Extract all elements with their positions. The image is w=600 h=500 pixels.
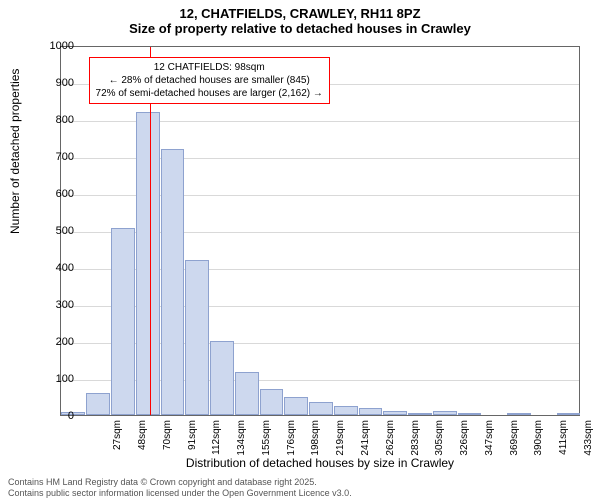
y-tick-label: 900: [42, 77, 74, 89]
y-tick-label: 600: [42, 188, 74, 200]
histogram-bar: [185, 260, 209, 415]
y-tick-label: 1000: [42, 40, 74, 52]
footer-attribution: Contains HM Land Registry data © Crown c…: [8, 477, 352, 498]
x-axis-label: Distribution of detached houses by size …: [60, 456, 580, 470]
histogram-bar: [309, 402, 333, 415]
histogram-bar: [284, 397, 308, 415]
y-tick-label: 700: [42, 151, 74, 163]
histogram-bar: [458, 413, 482, 415]
histogram-bar: [507, 413, 531, 415]
page-title: 12, CHATFIELDS, CRAWLEY, RH11 8PZ: [0, 0, 600, 21]
footer-line1: Contains HM Land Registry data © Crown c…: [8, 477, 352, 487]
histogram-bar: [161, 149, 185, 415]
histogram-bar: [433, 411, 457, 415]
y-tick-label: 100: [42, 373, 74, 385]
y-axis-label: Number of detached properties: [8, 69, 22, 234]
annotation-line: 72% of semi-detached houses are larger (…: [96, 87, 323, 100]
histogram-bar: [111, 228, 135, 415]
histogram-bar: [334, 406, 358, 415]
annotation-line: 12 CHATFIELDS: 98sqm: [96, 61, 323, 74]
footer-line2: Contains public sector information licen…: [8, 488, 352, 498]
histogram-bar: [383, 411, 407, 415]
histogram-bar: [86, 393, 110, 415]
y-tick-label: 0: [42, 410, 74, 422]
chart-container: 12, CHATFIELDS, CRAWLEY, RH11 8PZ Size o…: [0, 0, 600, 500]
y-tick-label: 800: [42, 114, 74, 126]
y-tick-label: 400: [42, 262, 74, 274]
histogram-bar: [210, 341, 234, 415]
histogram-bar: [235, 372, 259, 415]
y-tick-label: 500: [42, 225, 74, 237]
histogram-bar: [260, 389, 284, 415]
histogram-bar: [359, 408, 383, 415]
annotation-line: ← 28% of detached houses are smaller (84…: [96, 74, 323, 87]
page-subtitle: Size of property relative to detached ho…: [0, 21, 600, 40]
x-tick-label: 433sqm: [583, 420, 594, 464]
y-tick-label: 300: [42, 299, 74, 311]
histogram-bar: [136, 112, 160, 415]
chart-area: 12 CHATFIELDS: 98sqm← 28% of detached ho…: [60, 46, 580, 416]
histogram-bar: [408, 413, 432, 415]
annotation-box: 12 CHATFIELDS: 98sqm← 28% of detached ho…: [89, 57, 330, 104]
histogram-bar: [557, 413, 581, 415]
y-tick-label: 200: [42, 336, 74, 348]
plot-area: 12 CHATFIELDS: 98sqm← 28% of detached ho…: [60, 46, 580, 416]
